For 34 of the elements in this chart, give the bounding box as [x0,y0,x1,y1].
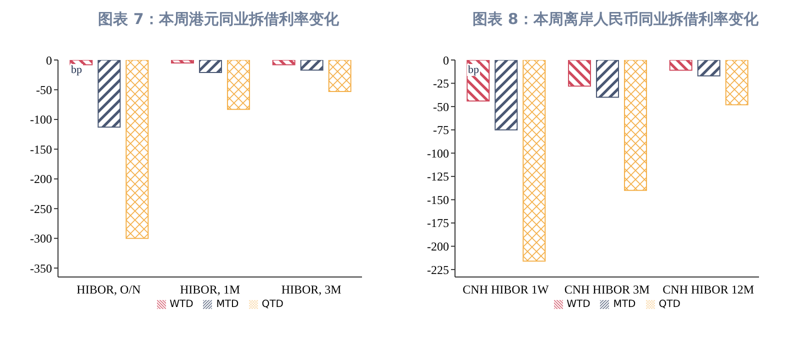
y-tick-label: -50 [36,82,52,97]
y-tick-label: 0 [443,53,449,68]
y-tick-label: -300 [30,232,52,246]
y-tick-label: -150 [30,142,52,156]
y-tick-label: -200 [30,172,52,186]
y-tick-label: -225 [427,262,449,277]
x-tick-label: CNH HIBOR 3M [564,282,650,297]
y-tick-label: -250 [30,202,52,216]
chart-title: 图表 8：本周离岸人民币同业拆借利率变化 [472,9,760,30]
legend-label: MTD [216,299,239,310]
legend-label: WTD [566,299,590,310]
legend-label: WTD [170,299,194,310]
y-tick-label: -200 [427,240,449,254]
annotation: bp [467,64,480,76]
legend-label: QTD [262,299,284,310]
y-tick-label: -25 [433,76,449,91]
y-tick-label: -75 [433,123,449,138]
y-tick-label: -50 [433,100,449,114]
y-tick-label: -100 [427,146,449,160]
x-tick-label: HIBOR, 1M [180,282,240,297]
y-tick-label: -150 [427,192,449,207]
x-tick-label: HIBOR, O/N [76,282,141,297]
annotation: bp [70,64,83,76]
x-tick-label: CNH HIBOR 12M [662,282,754,297]
x-tick-label: CNH HIBOR 1W [462,282,550,297]
chart-title: 图表 7：本周港元同业拆借利率变化 [97,9,340,30]
y-tick-label: -100 [30,112,52,127]
x-tick-label: HIBOR, 3M [281,282,342,297]
legend-label: QTD [658,299,680,310]
y-tick-label: 0 [46,53,52,68]
y-tick-label: -175 [427,216,449,230]
legend-label: MTD [613,299,636,310]
y-tick-label: -125 [427,170,449,184]
y-tick-label: -350 [30,261,52,276]
